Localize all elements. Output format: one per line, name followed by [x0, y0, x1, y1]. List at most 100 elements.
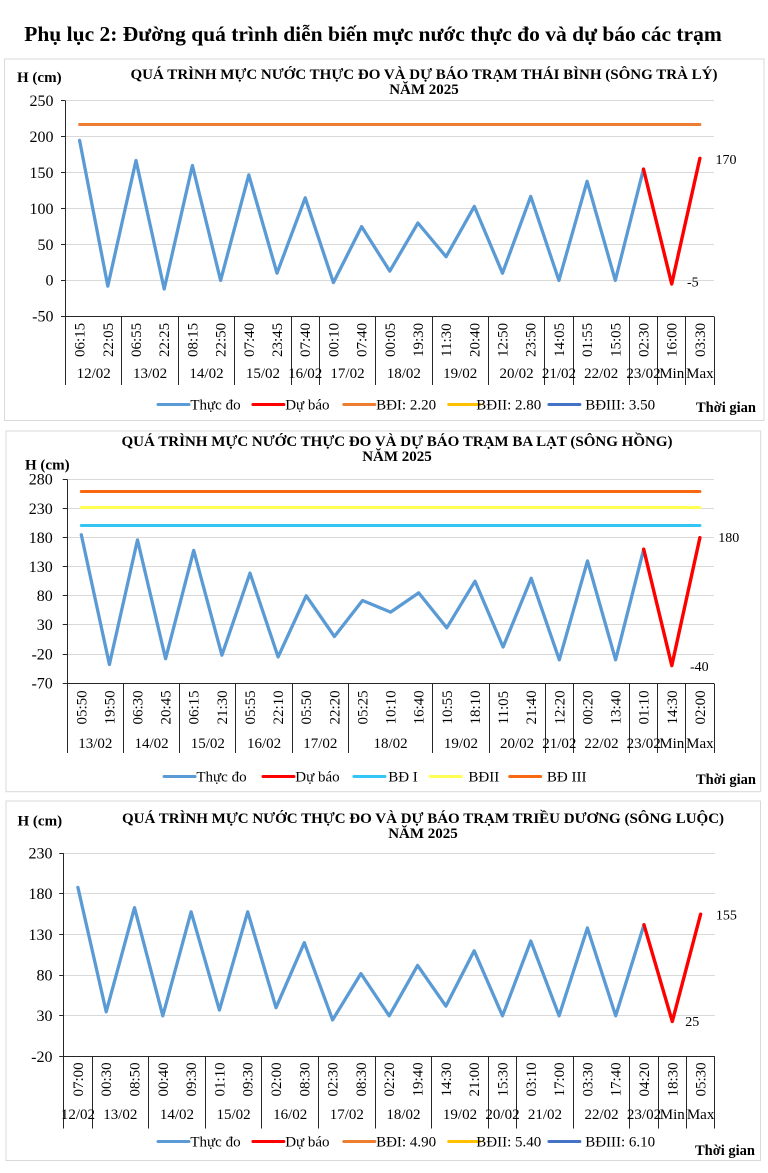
svg-text:H (cm): H (cm) [17, 70, 62, 86]
svg-text:12:20: 12:20 [552, 690, 568, 724]
svg-text:01:10: 01:10 [212, 1062, 228, 1096]
svg-text:Max: Max [687, 1107, 715, 1123]
svg-text:00:40: 00:40 [156, 1062, 172, 1096]
svg-text:BĐIII: 3.50: BĐIII: 3.50 [585, 398, 655, 414]
svg-text:Thực đo: Thực đo [190, 398, 240, 414]
svg-text:17:40: 17:40 [609, 1062, 625, 1096]
svg-text:18/02: 18/02 [387, 366, 421, 382]
svg-text:80: 80 [37, 968, 53, 985]
svg-text:13/02: 13/02 [78, 736, 112, 752]
svg-text:18:10: 18:10 [468, 690, 484, 724]
svg-text:19/02: 19/02 [443, 1107, 477, 1123]
svg-text:150: 150 [30, 165, 54, 182]
svg-text:07:40: 07:40 [298, 323, 314, 357]
svg-text:05:50: 05:50 [299, 690, 315, 724]
svg-text:30: 30 [37, 617, 53, 634]
svg-text:QUÁ TRÌNH MỰC NƯỚC THỰC ĐO VÀ: QUÁ TRÌNH MỰC NƯỚC THỰC ĐO VÀ DỰ BÁO TRẠ… [122, 810, 724, 827]
svg-text:14:30: 14:30 [439, 1062, 455, 1096]
svg-text:BĐII: 5.40: BĐII: 5.40 [476, 1135, 541, 1151]
svg-text:Thời gian: Thời gian [696, 772, 756, 788]
svg-text:04:20: 04:20 [637, 1062, 653, 1096]
svg-text:08:15: 08:15 [185, 323, 201, 357]
svg-text:17/02: 17/02 [303, 736, 337, 752]
svg-text:11:05: 11:05 [496, 691, 512, 725]
svg-text:100: 100 [30, 201, 54, 218]
svg-text:155: 155 [716, 909, 737, 924]
svg-text:16/02: 16/02 [247, 736, 281, 752]
svg-text:20:45: 20:45 [159, 690, 175, 724]
svg-text:21/02: 21/02 [528, 1107, 562, 1123]
svg-text:15/02: 15/02 [191, 736, 225, 752]
svg-text:02:00: 02:00 [693, 690, 709, 724]
svg-text:BĐIII: 6.10: BĐIII: 6.10 [585, 1135, 655, 1151]
svg-text:00:30: 00:30 [99, 1062, 115, 1096]
svg-text:09:30: 09:30 [184, 1062, 200, 1096]
svg-text:170: 170 [716, 153, 737, 168]
svg-text:BĐ I: BĐ I [388, 770, 418, 786]
svg-text:08:30: 08:30 [354, 1062, 370, 1096]
svg-text:06:15: 06:15 [73, 323, 89, 357]
svg-text:16/02: 16/02 [288, 366, 322, 382]
svg-text:22:20: 22:20 [327, 690, 343, 724]
svg-text:19/02: 19/02 [444, 736, 478, 752]
svg-text:17/02: 17/02 [330, 1107, 364, 1123]
svg-text:-50: -50 [32, 309, 53, 326]
svg-text:QUÁ TRÌNH MỰC NƯỚC THỰC ĐO VÀ: QUÁ TRÌNH MỰC NƯỚC THỰC ĐO VÀ DỰ BÁO TRẠ… [131, 66, 718, 83]
svg-text:16/02: 16/02 [273, 1107, 307, 1123]
svg-text:01:10: 01:10 [637, 690, 653, 724]
svg-text:12/02: 12/02 [77, 366, 111, 382]
svg-text:22:10: 22:10 [271, 690, 287, 724]
svg-text:0: 0 [46, 273, 54, 290]
svg-text:22/02: 22/02 [584, 736, 618, 752]
svg-text:Min: Min [659, 366, 685, 382]
svg-text:30: 30 [37, 1008, 53, 1025]
svg-text:15/02: 15/02 [217, 1107, 251, 1123]
svg-text:12:50: 12:50 [496, 323, 512, 357]
svg-text:02:30: 02:30 [326, 1062, 342, 1096]
svg-text:BĐI: 2.20: BĐI: 2.20 [376, 398, 436, 414]
svg-text:230: 230 [29, 846, 53, 863]
svg-text:18:30: 18:30 [665, 1062, 681, 1096]
svg-text:02:30: 02:30 [637, 323, 653, 357]
svg-text:Dự báo: Dự báo [295, 770, 339, 786]
svg-text:23/02: 23/02 [627, 1107, 661, 1123]
svg-text:22:50: 22:50 [214, 323, 230, 357]
svg-text:06:15: 06:15 [187, 690, 203, 724]
svg-text:02:00: 02:00 [269, 1062, 285, 1096]
svg-text:200: 200 [30, 129, 54, 146]
svg-text:15/02: 15/02 [246, 366, 280, 382]
svg-text:03:30: 03:30 [693, 323, 709, 357]
svg-text:20/02: 20/02 [485, 1107, 519, 1123]
svg-text:14:05: 14:05 [552, 323, 568, 357]
svg-text:15:30: 15:30 [496, 1062, 512, 1096]
svg-text:-40: -40 [690, 660, 709, 675]
svg-text:00:20: 00:20 [581, 690, 597, 724]
svg-text:22:05: 22:05 [101, 323, 117, 357]
svg-text:19:50: 19:50 [102, 690, 118, 724]
svg-text:23/02: 23/02 [626, 366, 660, 382]
svg-text:06:55: 06:55 [129, 323, 145, 357]
svg-text:07:00: 07:00 [71, 1062, 87, 1096]
svg-text:20/02: 20/02 [500, 736, 534, 752]
svg-text:Thời gian: Thời gian [695, 1143, 755, 1159]
svg-text:Max: Max [686, 736, 714, 752]
svg-text:25: 25 [685, 1015, 699, 1030]
svg-text:14/02: 14/02 [135, 736, 169, 752]
svg-text:Phụ lục 2: Đường quá trình diễ: Phụ lục 2: Đường quá trình diễn biến mực… [24, 22, 722, 46]
svg-text:130: 130 [29, 559, 53, 576]
svg-text:BĐII: BĐII [468, 770, 499, 786]
svg-text:NĂM 2025: NĂM 2025 [388, 825, 458, 842]
svg-text:10:55: 10:55 [440, 690, 456, 724]
svg-text:23:45: 23:45 [270, 323, 286, 357]
svg-text:Min: Min [660, 1107, 686, 1123]
svg-text:16:40: 16:40 [412, 690, 428, 724]
svg-text:17/02: 17/02 [330, 366, 364, 382]
svg-text:12/02: 12/02 [61, 1107, 95, 1123]
svg-text:14/02: 14/02 [160, 1107, 194, 1123]
svg-text:280: 280 [29, 472, 53, 489]
svg-text:23:50: 23:50 [524, 323, 540, 357]
svg-text:21:00: 21:00 [467, 1062, 483, 1096]
svg-text:180: 180 [29, 530, 53, 547]
svg-text:180: 180 [29, 886, 53, 903]
svg-text:21/02: 21/02 [542, 736, 576, 752]
